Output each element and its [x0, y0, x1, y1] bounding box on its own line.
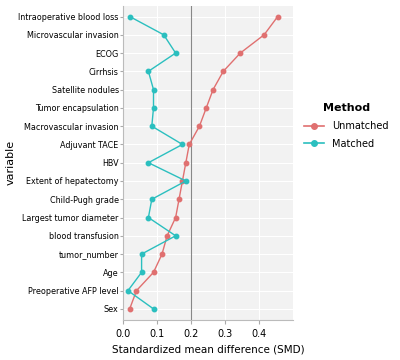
- Y-axis label: variable: variable: [6, 140, 16, 185]
- X-axis label: Standardized mean difference (SMD): Standardized mean difference (SMD): [112, 345, 304, 355]
- Legend: Unmatched, Matched: Unmatched, Matched: [300, 98, 393, 154]
